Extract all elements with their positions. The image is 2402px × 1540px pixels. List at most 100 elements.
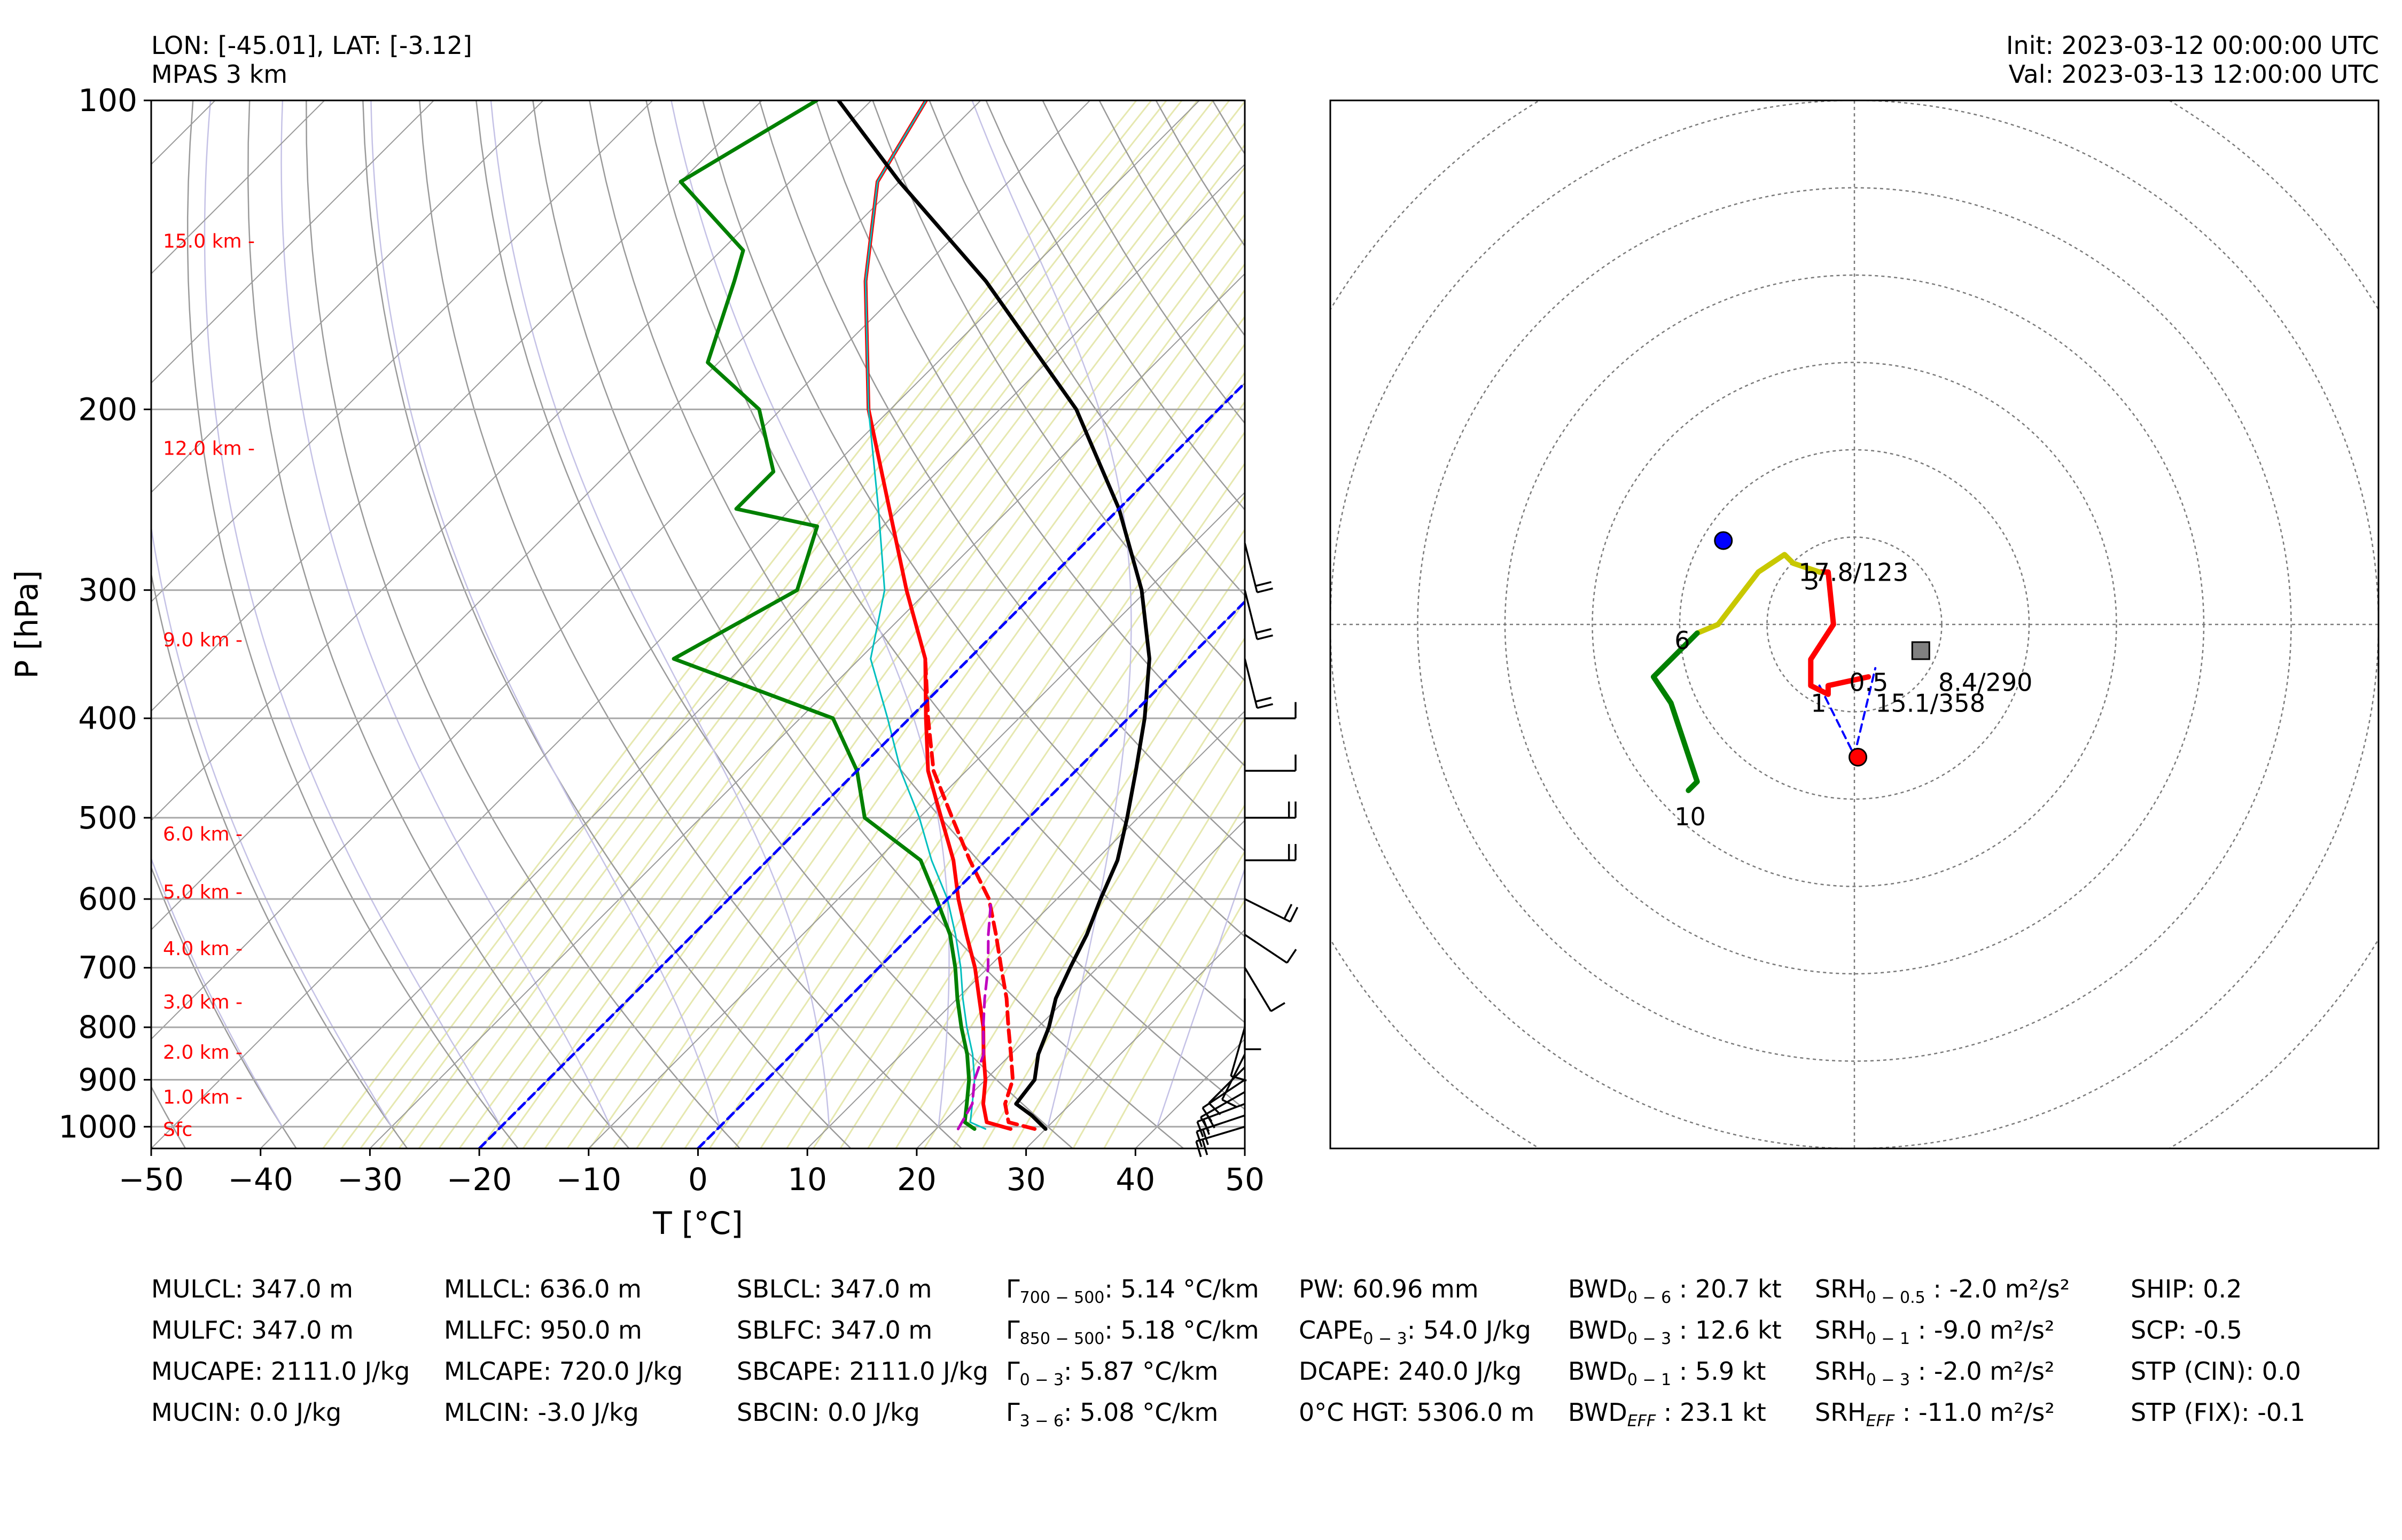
isotherm-isotherm_m20C — [478, 381, 1245, 1148]
isotherm-line — [151, 100, 653, 603]
height-label: 9.0 km - — [163, 629, 243, 651]
wind-barb-flag — [1255, 581, 1272, 587]
mixing-ratio-line — [708, 371, 1245, 1148]
model-label: MPAS 3 km — [151, 60, 288, 89]
wind-barb — [1244, 658, 1273, 709]
wind-barb-flag — [1255, 628, 1272, 634]
mixing-ratio-line — [340, 100, 1152, 1148]
wind-barb-staff — [1244, 658, 1258, 708]
moist-adiabat — [151, 523, 393, 1128]
dry-adiabat — [815, 100, 1245, 767]
series-surface_parcel — [837, 100, 1151, 1131]
series-temperature — [863, 100, 1013, 1131]
wind-barb-staff — [1196, 1125, 1245, 1143]
isotherm-line — [588, 491, 1245, 1148]
x-tick-label: −40 — [228, 1161, 293, 1198]
wind-barb-flag — [1208, 1102, 1221, 1115]
wind-barb — [1245, 702, 1297, 720]
hodograph-marker — [1911, 641, 1930, 660]
mixing-ratio-line — [636, 288, 1245, 1148]
dry-adiabat — [759, 100, 1245, 852]
init-time-label: Init: 2023-03-12 00:00:00 UTC — [2006, 31, 2379, 60]
hodograph-label: 15.1/358 — [1875, 689, 1985, 718]
hodograph-label: 6 — [1674, 626, 1690, 655]
mixing-ratio-line — [734, 400, 1245, 1148]
isotherm-line — [369, 272, 1245, 1148]
height-label: 3.0 km - — [163, 991, 243, 1013]
wind-barb — [1245, 754, 1297, 772]
hodograph-ring — [1679, 449, 2030, 800]
isotherm-line — [151, 100, 1091, 1040]
y-tick-label: 200 — [78, 391, 137, 427]
x-tick-label: −10 — [556, 1161, 621, 1198]
dry-adiabat — [362, 100, 852, 1148]
wind-barb-staff — [1244, 934, 1288, 964]
y-tick-label: 1000 — [58, 1108, 137, 1145]
hodograph-ring — [1330, 100, 2378, 1148]
y-tick-label: 700 — [78, 950, 137, 986]
hodograph-ring — [1504, 274, 2205, 975]
hodograph-label: 0.5 — [1849, 668, 1888, 697]
x-tick-label: 30 — [1007, 1161, 1046, 1198]
y-tick-label: 400 — [78, 700, 137, 737]
wind-barb-staff — [1230, 1027, 1246, 1076]
mixing-ratio-line — [895, 599, 1245, 1148]
mixing-ratio-line — [360, 100, 1167, 1148]
isotherm-line — [151, 100, 981, 931]
dry-adiabat — [1666, 100, 2402, 1148]
isotherm-line — [151, 100, 435, 384]
wind-barb — [1208, 1066, 1246, 1115]
moist-adiabat — [670, 100, 950, 1128]
height-label: 6.0 km - — [163, 823, 243, 845]
wind-barb-flag — [1199, 1116, 1210, 1132]
x-tick-label: −20 — [447, 1161, 512, 1198]
hodograph-label: 10 — [1674, 802, 1706, 831]
isotherm-line — [151, 100, 544, 494]
x-tick-label: 50 — [1225, 1161, 1265, 1198]
y-tick-label: 100 — [78, 82, 137, 119]
mixing-ratio-line — [1103, 898, 1245, 1148]
wind-barb — [1244, 590, 1273, 640]
dry-adiabat — [702, 100, 1245, 937]
dry-adiabat — [872, 100, 1245, 682]
wind-barb-flag — [1270, 1002, 1285, 1012]
dry-adiabat — [475, 100, 1073, 1148]
moist-adiabat — [1156, 866, 1245, 1128]
mixing-ratio-line — [981, 716, 1245, 1148]
dry-adiabat — [532, 100, 1184, 1148]
dry-adiabat — [247, 100, 630, 1148]
wind-barb-flag — [1289, 906, 1299, 923]
wind-barb-flag — [1202, 1139, 1208, 1155]
location-header: LON: [-45.01], LAT: [-3.12] MPAS 3 km — [151, 31, 472, 89]
wind-barb-staff — [1244, 590, 1258, 640]
x-tick-label: −50 — [119, 1161, 184, 1198]
mixing-ratio-line — [1041, 803, 1245, 1148]
hodograph-marker — [1849, 748, 1868, 767]
wind-barb — [1244, 934, 1297, 964]
mixing-ratio-line — [760, 431, 1245, 1148]
hodograph-segment — [1650, 630, 1700, 793]
wind-barb-flag — [1255, 697, 1272, 703]
mixing-ratio-line — [867, 562, 1245, 1148]
mixing-ratio-line — [612, 262, 1245, 1148]
x-tick-label: 40 — [1116, 1161, 1155, 1198]
mixing-ratio-line — [479, 121, 1245, 1148]
x-tick-label: 20 — [897, 1161, 937, 1198]
wind-barb-flag — [1257, 634, 1273, 640]
skew-t-frame — [150, 99, 1246, 1150]
height-label: 12.0 km - — [163, 437, 255, 459]
isotherm-line — [151, 100, 1200, 1148]
wind-barb-flag — [1196, 1131, 1203, 1147]
isotherm-line — [260, 163, 1245, 1148]
wind-barb-staff — [1244, 543, 1258, 593]
height-label: 4.0 km - — [163, 938, 243, 960]
y-axis-label: P [hPa] — [9, 570, 45, 678]
y-tick-label: 500 — [78, 800, 137, 836]
y-tick-label: 800 — [78, 1009, 137, 1045]
mixing-ratio-line — [812, 494, 1245, 1148]
wind-barb-staff — [1208, 1066, 1246, 1104]
mixing-ratio-line — [1011, 759, 1245, 1148]
mixing-ratio-line — [786, 462, 1245, 1148]
